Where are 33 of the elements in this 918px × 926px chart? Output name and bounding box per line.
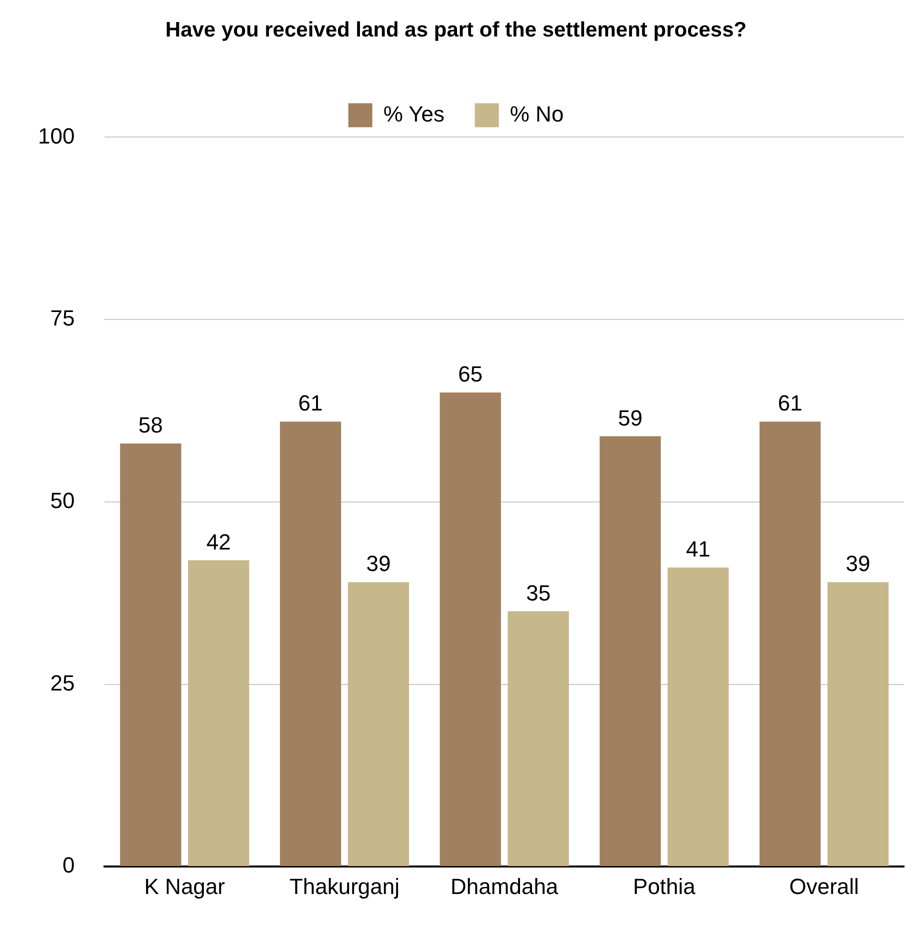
y-tick-label: 25 (50, 670, 75, 696)
data-label: 42 (206, 529, 231, 554)
bar (760, 422, 821, 866)
bar (280, 422, 342, 866)
data-label: 39 (846, 551, 870, 576)
data-label: 61 (778, 390, 802, 416)
bar (188, 560, 250, 866)
x-tick-label: Overall (789, 874, 859, 899)
legend-label: % Yes (383, 101, 444, 126)
x-tick-label: Thakurganj (289, 874, 400, 899)
legend-label: % No (510, 101, 564, 126)
bar (827, 582, 889, 866)
data-label: 39 (366, 551, 391, 576)
bar (440, 392, 501, 866)
bar (348, 582, 410, 866)
x-tick-label: K Nagar (144, 874, 225, 899)
x-tick-label: Dhamdaha (450, 874, 559, 899)
data-label: 58 (138, 412, 163, 438)
chart-title: Have you received land as part of the settlement process? (165, 18, 747, 42)
bar (120, 444, 182, 866)
bar (668, 568, 729, 866)
y-tick-label: 0 (62, 852, 75, 878)
y-tick-label: 100 (38, 123, 75, 148)
y-tick-label: 50 (50, 488, 75, 513)
x-tick-label: Pothia (633, 874, 696, 899)
bar (508, 611, 569, 866)
y-tick-label: 75 (50, 306, 75, 331)
data-label: 41 (686, 536, 710, 562)
data-label: 35 (526, 580, 551, 606)
data-label: 61 (298, 390, 323, 416)
bar (600, 436, 661, 866)
data-label: 59 (618, 405, 642, 430)
data-label: 65 (458, 362, 483, 387)
